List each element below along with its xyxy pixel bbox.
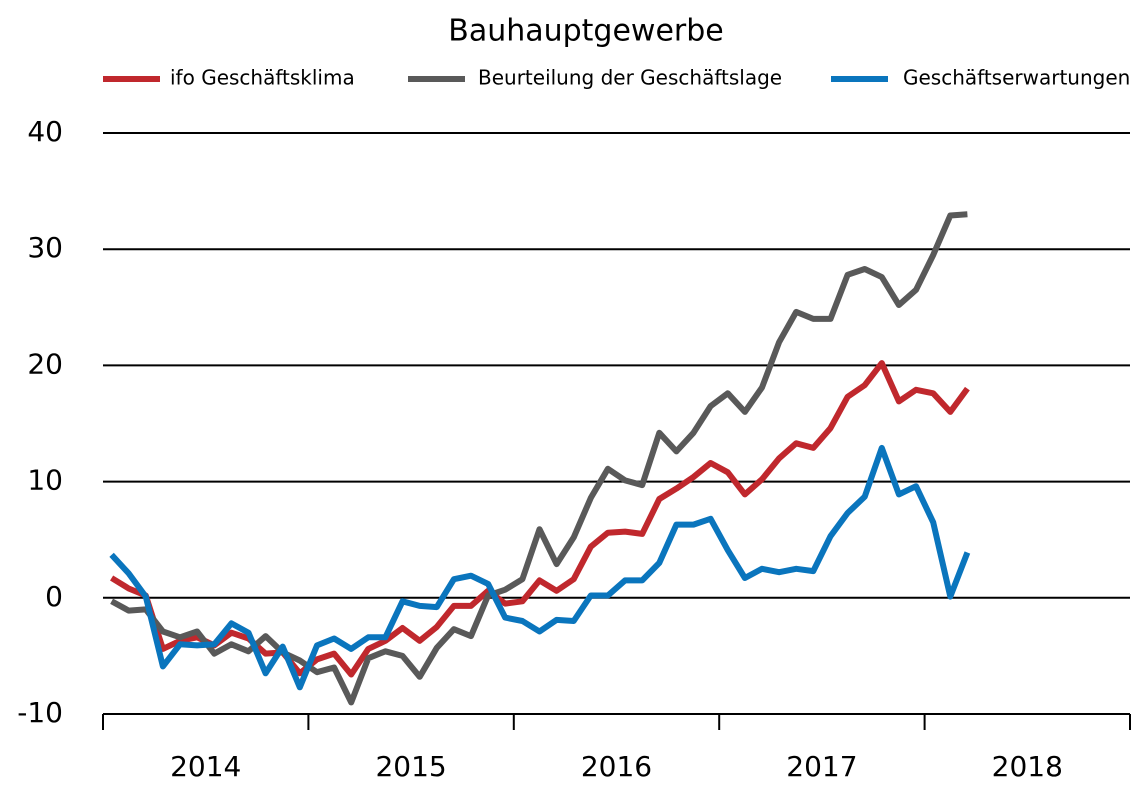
y-tick-label: 20 bbox=[27, 347, 63, 380]
chart-title: Bauhauptgewerbe bbox=[448, 14, 724, 49]
legend-label: Geschäftserwartungen bbox=[903, 66, 1130, 90]
y-tick-label: -10 bbox=[17, 696, 63, 729]
y-tick-label: 30 bbox=[27, 231, 63, 264]
legend-label: ifo Geschäftsklima bbox=[170, 66, 355, 90]
x-tick-label: 2015 bbox=[375, 750, 446, 783]
y-tick-label: 10 bbox=[27, 464, 63, 497]
x-tick-label: 2017 bbox=[786, 750, 857, 783]
series-line bbox=[109, 444, 971, 691]
x-tick-label: 2014 bbox=[170, 750, 241, 783]
y-tick-label: 0 bbox=[45, 580, 63, 613]
x-tick-label: 2018 bbox=[992, 750, 1063, 783]
y-tick-label: 40 bbox=[27, 115, 63, 148]
x-tick-label: 2016 bbox=[581, 750, 652, 783]
legend-label: Beurteilung der Geschäftslage bbox=[478, 66, 782, 90]
